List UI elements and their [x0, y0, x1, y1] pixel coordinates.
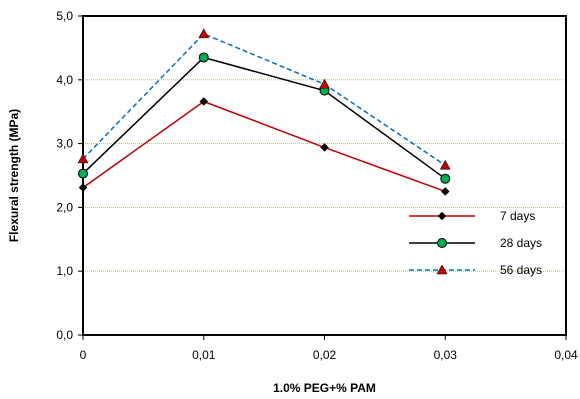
legend-item: 56 days: [409, 263, 542, 277]
y-tick-label: 5,0: [56, 9, 73, 23]
series-line: [82, 32, 446, 166]
series-1: [78, 52, 451, 184]
grid-layer: [83, 79, 566, 272]
legend: 7 days 28 days 56 days: [409, 209, 542, 277]
legend-marker: [436, 264, 448, 275]
series-0: [78, 97, 450, 196]
legend-item: 28 days: [409, 236, 542, 250]
axis-layer: 0,0 1,0 2,0 3,0 4,0 5,0 0 0,01 0,02 0,03 0,04: [56, 9, 578, 362]
legend-marker: [437, 238, 447, 248]
legend-item: 7 days: [409, 209, 535, 223]
data-point: [439, 159, 451, 170]
y-tick-label: 2,0: [56, 200, 73, 214]
x-tick-label: 0: [80, 348, 87, 362]
data-point: [198, 52, 209, 63]
x-tick-label: 0,04: [554, 348, 578, 362]
x-tick-label: 0,01: [192, 348, 216, 362]
y-tick-label: 3,0: [56, 137, 73, 151]
legend-label: 7 days: [500, 209, 535, 223]
legend-label: 28 days: [500, 236, 542, 250]
data-point: [78, 168, 88, 179]
data-point: [199, 97, 209, 106]
data-point: [440, 173, 451, 184]
y-tick-label: 0,0: [56, 328, 73, 342]
series-layer: [77, 28, 451, 196]
y-tick-label: 4,0: [56, 73, 73, 87]
data-point: [440, 187, 450, 196]
series-2: [77, 28, 451, 170]
data-point: [320, 143, 329, 152]
y-axis-title: Flexural strength (MPa): [7, 109, 21, 242]
series-line: [82, 100, 446, 193]
data-point: [77, 153, 89, 164]
x-tick-label: 0,02: [313, 348, 337, 362]
data-point: [78, 183, 88, 192]
plot-frame: [82, 15, 567, 336]
data-point: [198, 28, 210, 39]
y-tick-label: 1,0: [56, 264, 73, 278]
data-point: [319, 78, 330, 89]
legend-marker: [437, 211, 447, 221]
series-line: [82, 56, 446, 180]
legend-label: 56 days: [500, 263, 542, 277]
x-axis-title: 1.0% PEG+% PAM: [273, 381, 376, 395]
x-tick-label: 0,03: [434, 348, 458, 362]
